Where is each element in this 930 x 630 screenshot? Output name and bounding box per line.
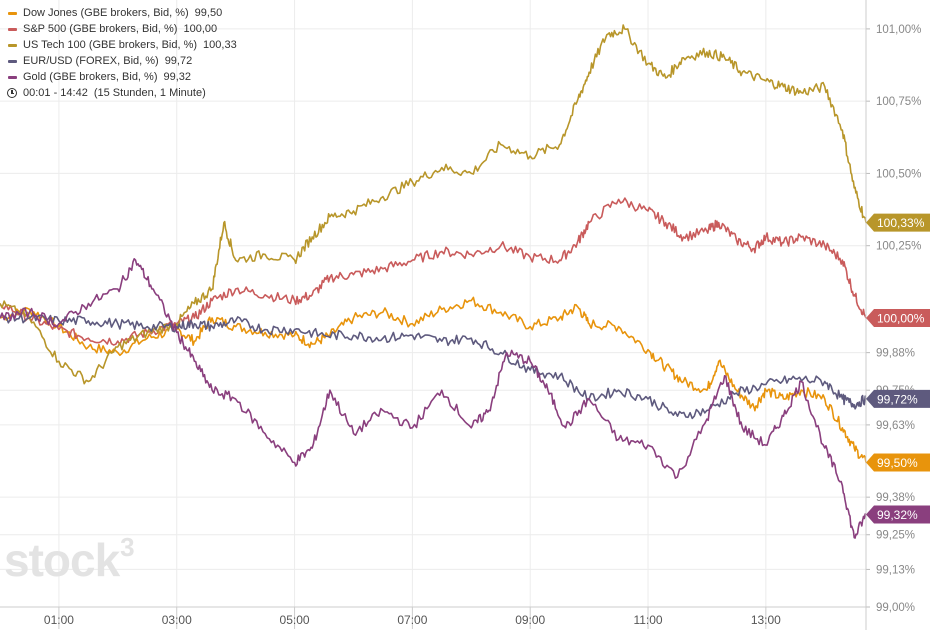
- series-line-3: [0, 312, 867, 420]
- x-tick-label: 03:00: [162, 613, 192, 627]
- x-tick-label: 09:00: [515, 613, 545, 627]
- y-tick-label: 99,88%: [876, 348, 915, 360]
- y-tick-label: 100,25%: [876, 241, 921, 253]
- legend-item-dow-jones[interactable]: Dow Jones (GBE brokers, Bid, %) 99,50: [8, 5, 237, 21]
- legend: Dow Jones (GBE brokers, Bid, %) 99,50 S&…: [7, 5, 237, 101]
- x-axis: 01:00 03:00 05:00 07:00 09:00 11:00 13:00: [0, 606, 866, 629]
- y-tick-label: 100,50%: [876, 168, 921, 180]
- legend-label: Gold (GBE brokers, Bid, %): [23, 71, 158, 83]
- legend-swatch: [8, 43, 17, 47]
- legend-label: S&P 500 (GBE brokers, Bid, %): [23, 23, 178, 35]
- last-value-marker: [866, 505, 930, 524]
- legend-value: 99,72: [164, 55, 193, 67]
- series-lines: [0, 24, 867, 539]
- y-tick-label: 100,75%: [876, 96, 921, 108]
- legend-swatch: [8, 11, 17, 15]
- watermark-text: stock: [4, 534, 120, 586]
- legend-item-us-tech-100[interactable]: US Tech 100 (GBE brokers, Bid, %) 100,33: [8, 37, 237, 53]
- last-value-marker: [866, 213, 930, 232]
- series-line-2: [0, 24, 867, 385]
- legend-label: EUR/USD (FOREX, Bid, %): [23, 55, 159, 67]
- legend-label: Dow Jones (GBE brokers, Bid, %): [23, 7, 189, 19]
- legend-item-eur-usd[interactable]: EUR/USD (FOREX, Bid, %) 99,72: [8, 53, 237, 69]
- clock-icon: [7, 88, 17, 98]
- x-tick-label: 13:00: [751, 613, 781, 627]
- legend-swatch: [8, 59, 17, 63]
- legend-value: 99,32: [163, 71, 192, 83]
- last-value-label: 99,32%: [877, 508, 918, 522]
- last-value-label: 100,33%: [877, 216, 925, 230]
- time-range: 00:01 - 14:42 (15 Stunden, 1 Minute): [7, 85, 237, 101]
- legend-item-sp500[interactable]: S&P 500 (GBE brokers, Bid, %) 100,00: [8, 21, 237, 37]
- last-value-label: 100,00%: [877, 311, 925, 325]
- legend-value: 100,33: [203, 39, 237, 51]
- time-range-detail: (15 Stunden, 1 Minute): [93, 87, 206, 99]
- legend-label: US Tech 100 (GBE brokers, Bid, %): [23, 39, 198, 51]
- series-line-4: [0, 258, 867, 539]
- legend-value: 99,50: [194, 7, 223, 19]
- last-value-label: 99,50%: [877, 456, 918, 470]
- legend-value: 100,00: [183, 23, 218, 35]
- x-tick-label: 07:00: [397, 613, 427, 627]
- x-tick-label: 01:00: [44, 613, 74, 627]
- last-value-label: 99,72%: [877, 392, 918, 406]
- last-value-marker: [866, 308, 930, 327]
- legend-swatch: [8, 75, 17, 79]
- series-line-0: [0, 296, 867, 463]
- watermark-sup: 3: [120, 532, 135, 562]
- x-tick-label: 05:00: [280, 613, 310, 627]
- y-tick-label: 99,00%: [876, 602, 915, 614]
- x-tick-label: 11:00: [633, 613, 662, 627]
- y-tick-label: 99,63%: [876, 420, 915, 432]
- time-range-label: 00:01 - 14:42: [23, 87, 88, 99]
- last-value-marker: [866, 453, 930, 472]
- legend-swatch: [8, 27, 17, 31]
- y-tick-label: 99,13%: [876, 564, 915, 576]
- legend-item-gold[interactable]: Gold (GBE brokers, Bid, %) 99,32: [8, 69, 237, 85]
- y-tick-label: 101,00%: [876, 24, 921, 36]
- y-tick-label: 99,38%: [876, 492, 915, 504]
- y-tick-label: 99,25%: [876, 530, 915, 542]
- last-value-markers: 99,50% 100,00% 100,33% 99,72% 99,32%: [866, 213, 930, 524]
- watermark: stock3: [4, 532, 135, 587]
- last-value-marker: [866, 389, 930, 408]
